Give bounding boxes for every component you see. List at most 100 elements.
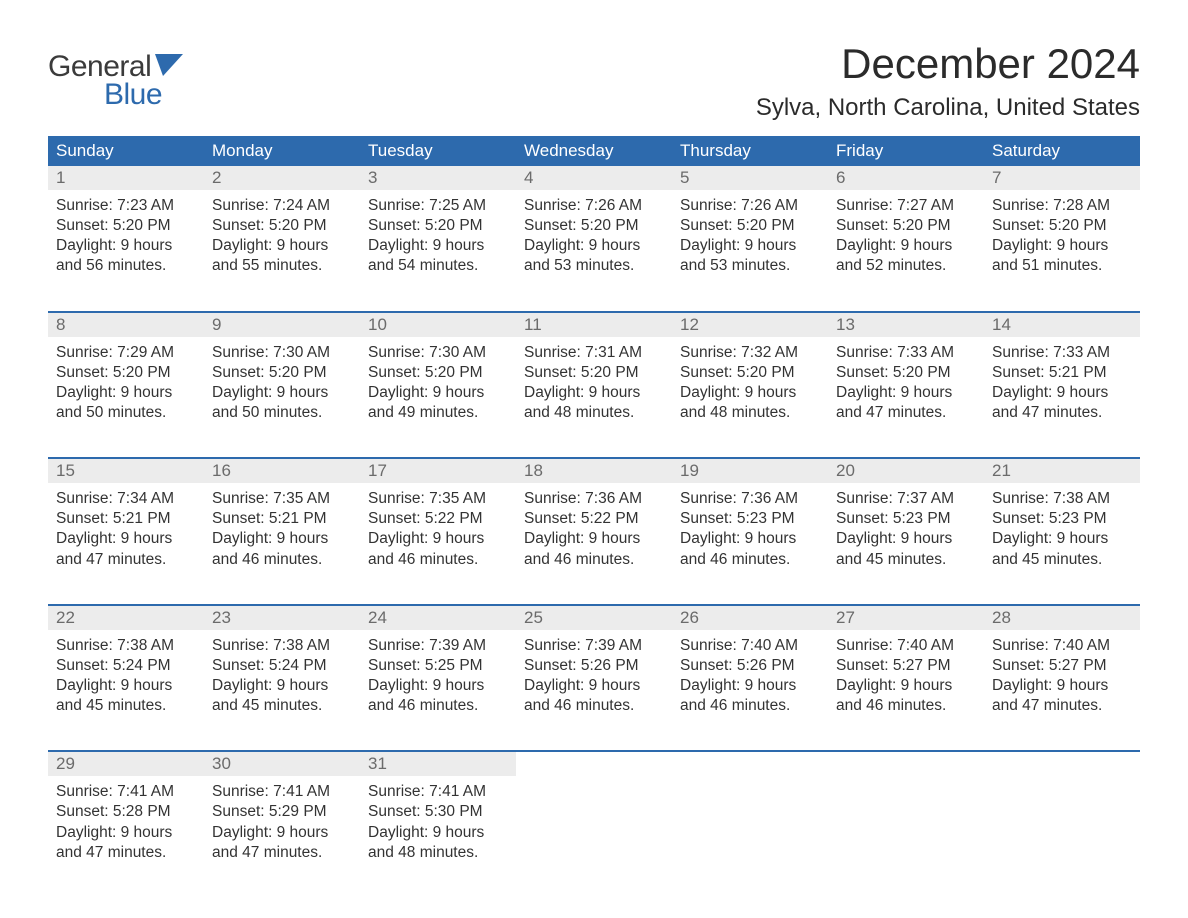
day-number: 7 [984, 166, 1140, 190]
daylight-line: Daylight: 9 hours and 46 minutes. [368, 676, 508, 716]
sunrise-line: Sunrise: 7:25 AM [368, 196, 508, 216]
daylight-line: Daylight: 9 hours and 45 minutes. [212, 676, 352, 716]
day-number: 1 [48, 166, 204, 190]
day-cell: Sunrise: 7:29 AMSunset: 5:20 PMDaylight:… [48, 337, 204, 459]
sunset-line: Sunset: 5:27 PM [992, 656, 1132, 676]
day-cell: Sunrise: 7:37 AMSunset: 5:23 PMDaylight:… [828, 483, 984, 605]
day-number [516, 751, 672, 776]
sunset-line: Sunset: 5:21 PM [992, 363, 1132, 383]
sunrise-line: Sunrise: 7:31 AM [524, 343, 664, 363]
sunrise-line: Sunrise: 7:24 AM [212, 196, 352, 216]
daynum-row: 15161718192021 [48, 458, 1140, 483]
logo-text-blue: Blue [104, 78, 183, 112]
sunset-line: Sunset: 5:21 PM [56, 509, 196, 529]
sunset-line: Sunset: 5:20 PM [680, 216, 820, 236]
daynum-row: 1234567 [48, 166, 1140, 190]
daylight-line: Daylight: 9 hours and 46 minutes. [524, 676, 664, 716]
day-cell: Sunrise: 7:40 AMSunset: 5:27 PMDaylight:… [984, 630, 1140, 752]
sunset-line: Sunset: 5:26 PM [680, 656, 820, 676]
day-number: 23 [204, 605, 360, 630]
sunset-line: Sunset: 5:20 PM [368, 216, 508, 236]
sunset-line: Sunset: 5:24 PM [212, 656, 352, 676]
day-cell: Sunrise: 7:30 AMSunset: 5:20 PMDaylight:… [204, 337, 360, 459]
sunrise-line: Sunrise: 7:41 AM [56, 782, 196, 802]
content-row: Sunrise: 7:38 AMSunset: 5:24 PMDaylight:… [48, 630, 1140, 752]
day-cell: Sunrise: 7:25 AMSunset: 5:20 PMDaylight:… [360, 190, 516, 312]
day-cell: Sunrise: 7:28 AMSunset: 5:20 PMDaylight:… [984, 190, 1140, 312]
day-cell: Sunrise: 7:41 AMSunset: 5:29 PMDaylight:… [204, 776, 360, 873]
day-number: 26 [672, 605, 828, 630]
daylight-line: Daylight: 9 hours and 50 minutes. [212, 383, 352, 423]
daylight-line: Daylight: 9 hours and 47 minutes. [992, 676, 1132, 716]
daylight-line: Daylight: 9 hours and 55 minutes. [212, 236, 352, 276]
sunset-line: Sunset: 5:26 PM [524, 656, 664, 676]
document-header: General Blue December 2024 Sylva, North … [48, 40, 1140, 122]
daynum-row: 891011121314 [48, 312, 1140, 337]
day-cell: Sunrise: 7:40 AMSunset: 5:27 PMDaylight:… [828, 630, 984, 752]
day-number: 20 [828, 458, 984, 483]
daylight-line: Daylight: 9 hours and 46 minutes. [680, 676, 820, 716]
sunrise-line: Sunrise: 7:33 AM [992, 343, 1132, 363]
sunrise-line: Sunrise: 7:40 AM [992, 636, 1132, 656]
sunset-line: Sunset: 5:22 PM [524, 509, 664, 529]
sunrise-line: Sunrise: 7:41 AM [368, 782, 508, 802]
day-cell: Sunrise: 7:38 AMSunset: 5:24 PMDaylight:… [48, 630, 204, 752]
sunrise-line: Sunrise: 7:26 AM [524, 196, 664, 216]
daylight-line: Daylight: 9 hours and 54 minutes. [368, 236, 508, 276]
sunset-line: Sunset: 5:27 PM [836, 656, 976, 676]
daylight-line: Daylight: 9 hours and 47 minutes. [836, 383, 976, 423]
sunset-line: Sunset: 5:20 PM [212, 216, 352, 236]
day-number: 29 [48, 751, 204, 776]
day-number: 3 [360, 166, 516, 190]
day-number: 25 [516, 605, 672, 630]
sunset-line: Sunset: 5:20 PM [680, 363, 820, 383]
day-header: Wednesday [516, 136, 672, 166]
sunrise-line: Sunrise: 7:33 AM [836, 343, 976, 363]
day-number: 6 [828, 166, 984, 190]
day-number: 19 [672, 458, 828, 483]
calendar-table: Sunday Monday Tuesday Wednesday Thursday… [48, 136, 1140, 873]
sunset-line: Sunset: 5:20 PM [836, 363, 976, 383]
sunset-line: Sunset: 5:20 PM [56, 216, 196, 236]
sunset-line: Sunset: 5:24 PM [56, 656, 196, 676]
month-title: December 2024 [756, 40, 1140, 88]
daylight-line: Daylight: 9 hours and 47 minutes. [992, 383, 1132, 423]
daylight-line: Daylight: 9 hours and 46 minutes. [212, 529, 352, 569]
sunrise-line: Sunrise: 7:40 AM [836, 636, 976, 656]
sunset-line: Sunset: 5:21 PM [212, 509, 352, 529]
daylight-line: Daylight: 9 hours and 48 minutes. [524, 383, 664, 423]
day-cell: Sunrise: 7:38 AMSunset: 5:24 PMDaylight:… [204, 630, 360, 752]
sunset-line: Sunset: 5:28 PM [56, 802, 196, 822]
daylight-line: Daylight: 9 hours and 46 minutes. [368, 529, 508, 569]
sunrise-line: Sunrise: 7:35 AM [212, 489, 352, 509]
sunset-line: Sunset: 5:20 PM [56, 363, 196, 383]
sunset-line: Sunset: 5:23 PM [680, 509, 820, 529]
daylight-line: Daylight: 9 hours and 46 minutes. [680, 529, 820, 569]
day-number: 14 [984, 312, 1140, 337]
day-number: 9 [204, 312, 360, 337]
day-number: 30 [204, 751, 360, 776]
day-cell [516, 776, 672, 873]
sunrise-line: Sunrise: 7:39 AM [524, 636, 664, 656]
day-cell: Sunrise: 7:32 AMSunset: 5:20 PMDaylight:… [672, 337, 828, 459]
daylight-line: Daylight: 9 hours and 50 minutes. [56, 383, 196, 423]
content-row: Sunrise: 7:29 AMSunset: 5:20 PMDaylight:… [48, 337, 1140, 459]
daylight-line: Daylight: 9 hours and 45 minutes. [992, 529, 1132, 569]
day-cell [984, 776, 1140, 873]
day-number: 22 [48, 605, 204, 630]
daylight-line: Daylight: 9 hours and 47 minutes. [212, 823, 352, 863]
day-number: 16 [204, 458, 360, 483]
daylight-line: Daylight: 9 hours and 56 minutes. [56, 236, 196, 276]
day-cell: Sunrise: 7:33 AMSunset: 5:20 PMDaylight:… [828, 337, 984, 459]
logo: General Blue [48, 40, 183, 112]
content-row: Sunrise: 7:41 AMSunset: 5:28 PMDaylight:… [48, 776, 1140, 873]
day-cell: Sunrise: 7:35 AMSunset: 5:21 PMDaylight:… [204, 483, 360, 605]
sunset-line: Sunset: 5:20 PM [992, 216, 1132, 236]
daylight-line: Daylight: 9 hours and 51 minutes. [992, 236, 1132, 276]
day-number [672, 751, 828, 776]
day-number: 8 [48, 312, 204, 337]
day-number: 28 [984, 605, 1140, 630]
daylight-line: Daylight: 9 hours and 47 minutes. [56, 823, 196, 863]
day-cell: Sunrise: 7:31 AMSunset: 5:20 PMDaylight:… [516, 337, 672, 459]
daylight-line: Daylight: 9 hours and 46 minutes. [524, 529, 664, 569]
